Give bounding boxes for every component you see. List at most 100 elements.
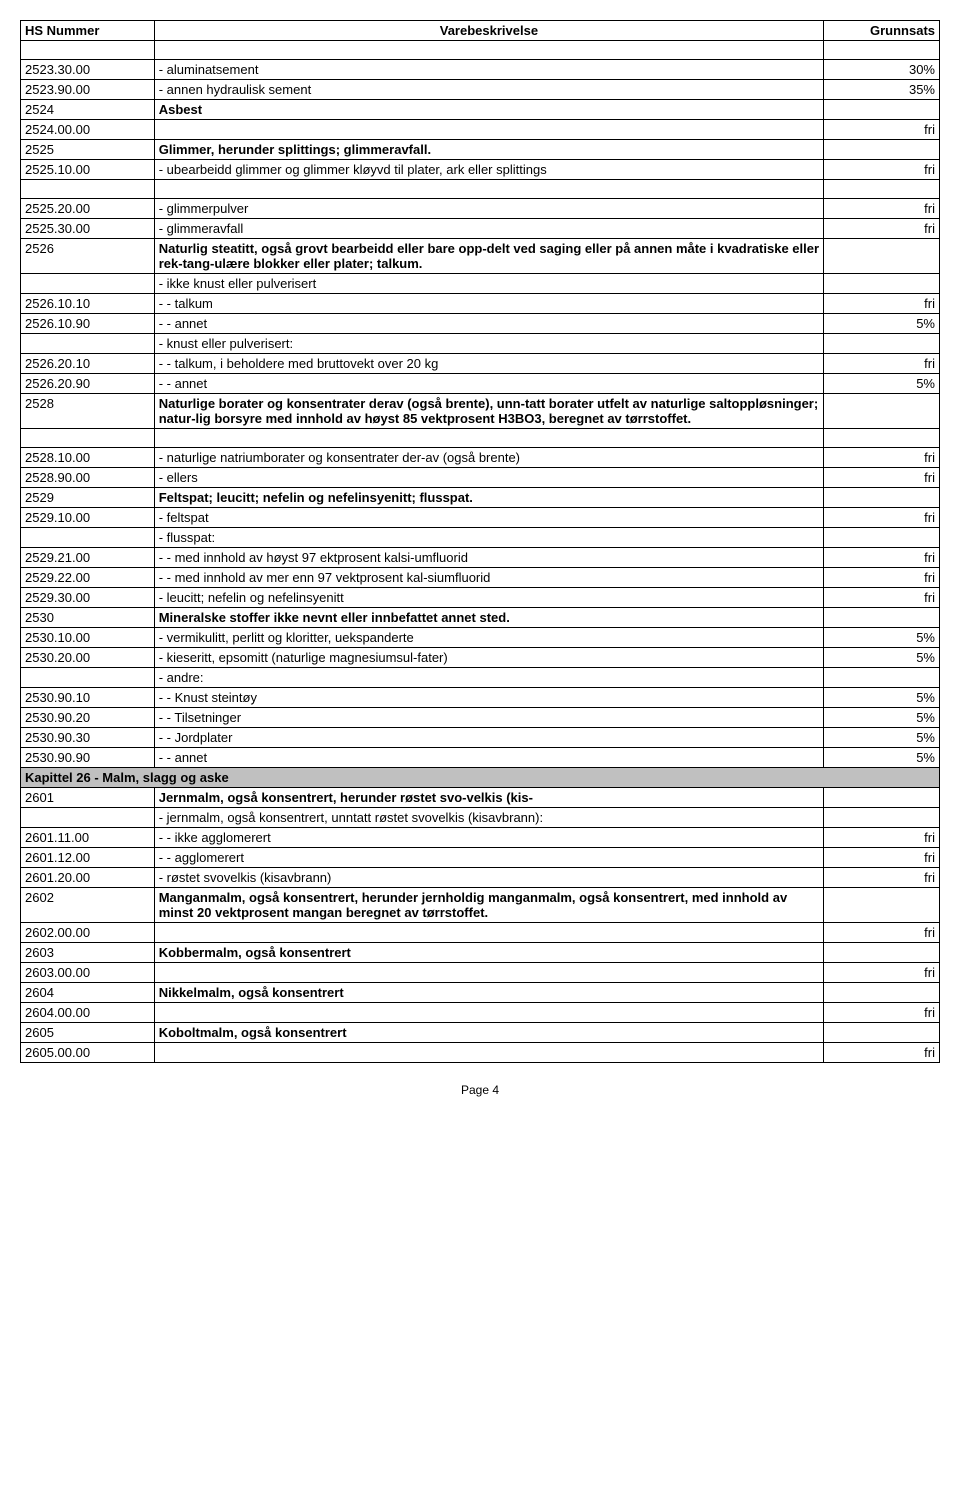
rate-cell: 5%: [824, 374, 940, 394]
table-row: 2530.90.90- - annet5%: [21, 748, 940, 768]
table-row: 2601.12.00- - agglomerertfri: [21, 848, 940, 868]
code-cell: [21, 528, 155, 548]
table-row: 2524Asbest: [21, 100, 940, 120]
spacer-row: [21, 180, 940, 199]
rate-cell: [824, 488, 940, 508]
rate-cell: fri: [824, 963, 940, 983]
table-row: 2526.10.90- - annet5%: [21, 314, 940, 334]
desc-cell: - knust eller pulverisert:: [154, 334, 823, 354]
desc-cell: - ellers: [154, 468, 823, 488]
desc-cell: - - med innhold av mer enn 97 vektprosen…: [154, 568, 823, 588]
code-cell: 2605.00.00: [21, 1043, 155, 1063]
code-cell: 2526.20.10: [21, 354, 155, 374]
desc-cell: - - Tilsetninger: [154, 708, 823, 728]
rate-cell: 35%: [824, 80, 940, 100]
code-cell: 2525.10.00: [21, 160, 155, 180]
table-row: 2530Mineralske stoffer ikke nevnt eller …: [21, 608, 940, 628]
rate-cell: fri: [824, 468, 940, 488]
desc-cell: - - agglomerert: [154, 848, 823, 868]
rate-cell: fri: [824, 160, 940, 180]
table-row: 2529Feltspat; leucitt; nefelin og nefeli…: [21, 488, 940, 508]
desc-cell: Mineralske stoffer ikke nevnt eller innb…: [154, 608, 823, 628]
rate-cell: [824, 668, 940, 688]
desc-cell: - feltspat: [154, 508, 823, 528]
desc-cell: - aluminatsement: [154, 60, 823, 80]
table-row: 2530.20.00- kieseritt, epsomitt (naturli…: [21, 648, 940, 668]
table-row: 2523.30.00- aluminatsement30%: [21, 60, 940, 80]
code-cell: 2525: [21, 140, 155, 160]
code-cell: 2529.21.00: [21, 548, 155, 568]
tariff-table: HS Nummer Varebeskrivelse Grunnsats 2523…: [20, 20, 940, 1063]
desc-cell: - kieseritt, epsomitt (naturlige magnesi…: [154, 648, 823, 668]
table-row: 2528.10.00- naturlige natriumborater og …: [21, 448, 940, 468]
code-cell: 2530.90.90: [21, 748, 155, 768]
desc-cell: - andre:: [154, 668, 823, 688]
table-row: 2605.00.00fri: [21, 1043, 940, 1063]
rate-cell: fri: [824, 448, 940, 468]
desc-cell: Feltspat; leucitt; nefelin og nefelinsye…: [154, 488, 823, 508]
rate-cell: [824, 1023, 940, 1043]
desc-cell: Nikkelmalm, også konsentrert: [154, 983, 823, 1003]
desc-cell: Naturlig steatitt, også grovt bearbeidd …: [154, 239, 823, 274]
rate-cell: [824, 608, 940, 628]
code-cell: 2602: [21, 888, 155, 923]
desc-cell: [154, 120, 823, 140]
code-cell: 2524.00.00: [21, 120, 155, 140]
code-cell: 2526.10.90: [21, 314, 155, 334]
desc-cell: Koboltmalm, også konsentrert: [154, 1023, 823, 1043]
table-row: 2526.10.10- - talkumfri: [21, 294, 940, 314]
code-cell: [21, 668, 155, 688]
desc-cell: Jernmalm, også konsentrert, herunder røs…: [154, 788, 823, 808]
table-row: 2525.30.00- glimmeravfallfri: [21, 219, 940, 239]
code-cell: 2530.20.00: [21, 648, 155, 668]
header-desc: Varebeskrivelse: [154, 21, 823, 41]
desc-cell: - naturlige natriumborater og konsentrat…: [154, 448, 823, 468]
rate-cell: fri: [824, 848, 940, 868]
rate-cell: fri: [824, 199, 940, 219]
desc-cell: - ubearbeidd glimmer og glimmer kløyvd t…: [154, 160, 823, 180]
table-row: 2530.90.30- - Jordplater5%: [21, 728, 940, 748]
rate-cell: fri: [824, 568, 940, 588]
table-row: 2528Naturlige borater og konsentrater de…: [21, 394, 940, 429]
desc-cell: - - Knust steintøy: [154, 688, 823, 708]
code-cell: 2529: [21, 488, 155, 508]
code-cell: 2529.22.00: [21, 568, 155, 588]
rate-cell: [824, 788, 940, 808]
desc-cell: - - talkum, i beholdere med bruttovekt o…: [154, 354, 823, 374]
code-cell: 2529.10.00: [21, 508, 155, 528]
rate-cell: 5%: [824, 314, 940, 334]
desc-cell: - flusspat:: [154, 528, 823, 548]
table-row: 2604.00.00fri: [21, 1003, 940, 1023]
code-cell: 2523.90.00: [21, 80, 155, 100]
rate-cell: [824, 983, 940, 1003]
code-cell: 2526: [21, 239, 155, 274]
page-footer: Page 4: [20, 1083, 940, 1097]
rate-cell: fri: [824, 354, 940, 374]
code-cell: 2603: [21, 943, 155, 963]
table-row: - jernmalm, også konsentrert, unntatt rø…: [21, 808, 940, 828]
rate-cell: [824, 334, 940, 354]
code-cell: [21, 274, 155, 294]
code-cell: 2603.00.00: [21, 963, 155, 983]
desc-cell: Asbest: [154, 100, 823, 120]
rate-cell: fri: [824, 219, 940, 239]
code-cell: 2524: [21, 100, 155, 120]
rate-cell: [824, 943, 940, 963]
table-row: 2605Koboltmalm, også konsentrert: [21, 1023, 940, 1043]
rate-cell: 5%: [824, 728, 940, 748]
chapter-title: Kapittel 26 - Malm, slagg og aske: [21, 768, 940, 788]
table-row: 2529.21.00- - med innhold av høyst 97 ek…: [21, 548, 940, 568]
code-cell: [21, 334, 155, 354]
desc-cell: - glimmeravfall: [154, 219, 823, 239]
desc-cell: - - talkum: [154, 294, 823, 314]
desc-cell: [154, 923, 823, 943]
rate-cell: 5%: [824, 648, 940, 668]
table-row: 2524.00.00fri: [21, 120, 940, 140]
rate-cell: fri: [824, 868, 940, 888]
code-cell: 2528: [21, 394, 155, 429]
table-row: 2601.11.00- - ikke agglomerertfri: [21, 828, 940, 848]
code-cell: 2528.90.00: [21, 468, 155, 488]
desc-cell: - - med innhold av høyst 97 ektprosent k…: [154, 548, 823, 568]
desc-cell: - - ikke agglomerert: [154, 828, 823, 848]
rate-cell: 5%: [824, 688, 940, 708]
